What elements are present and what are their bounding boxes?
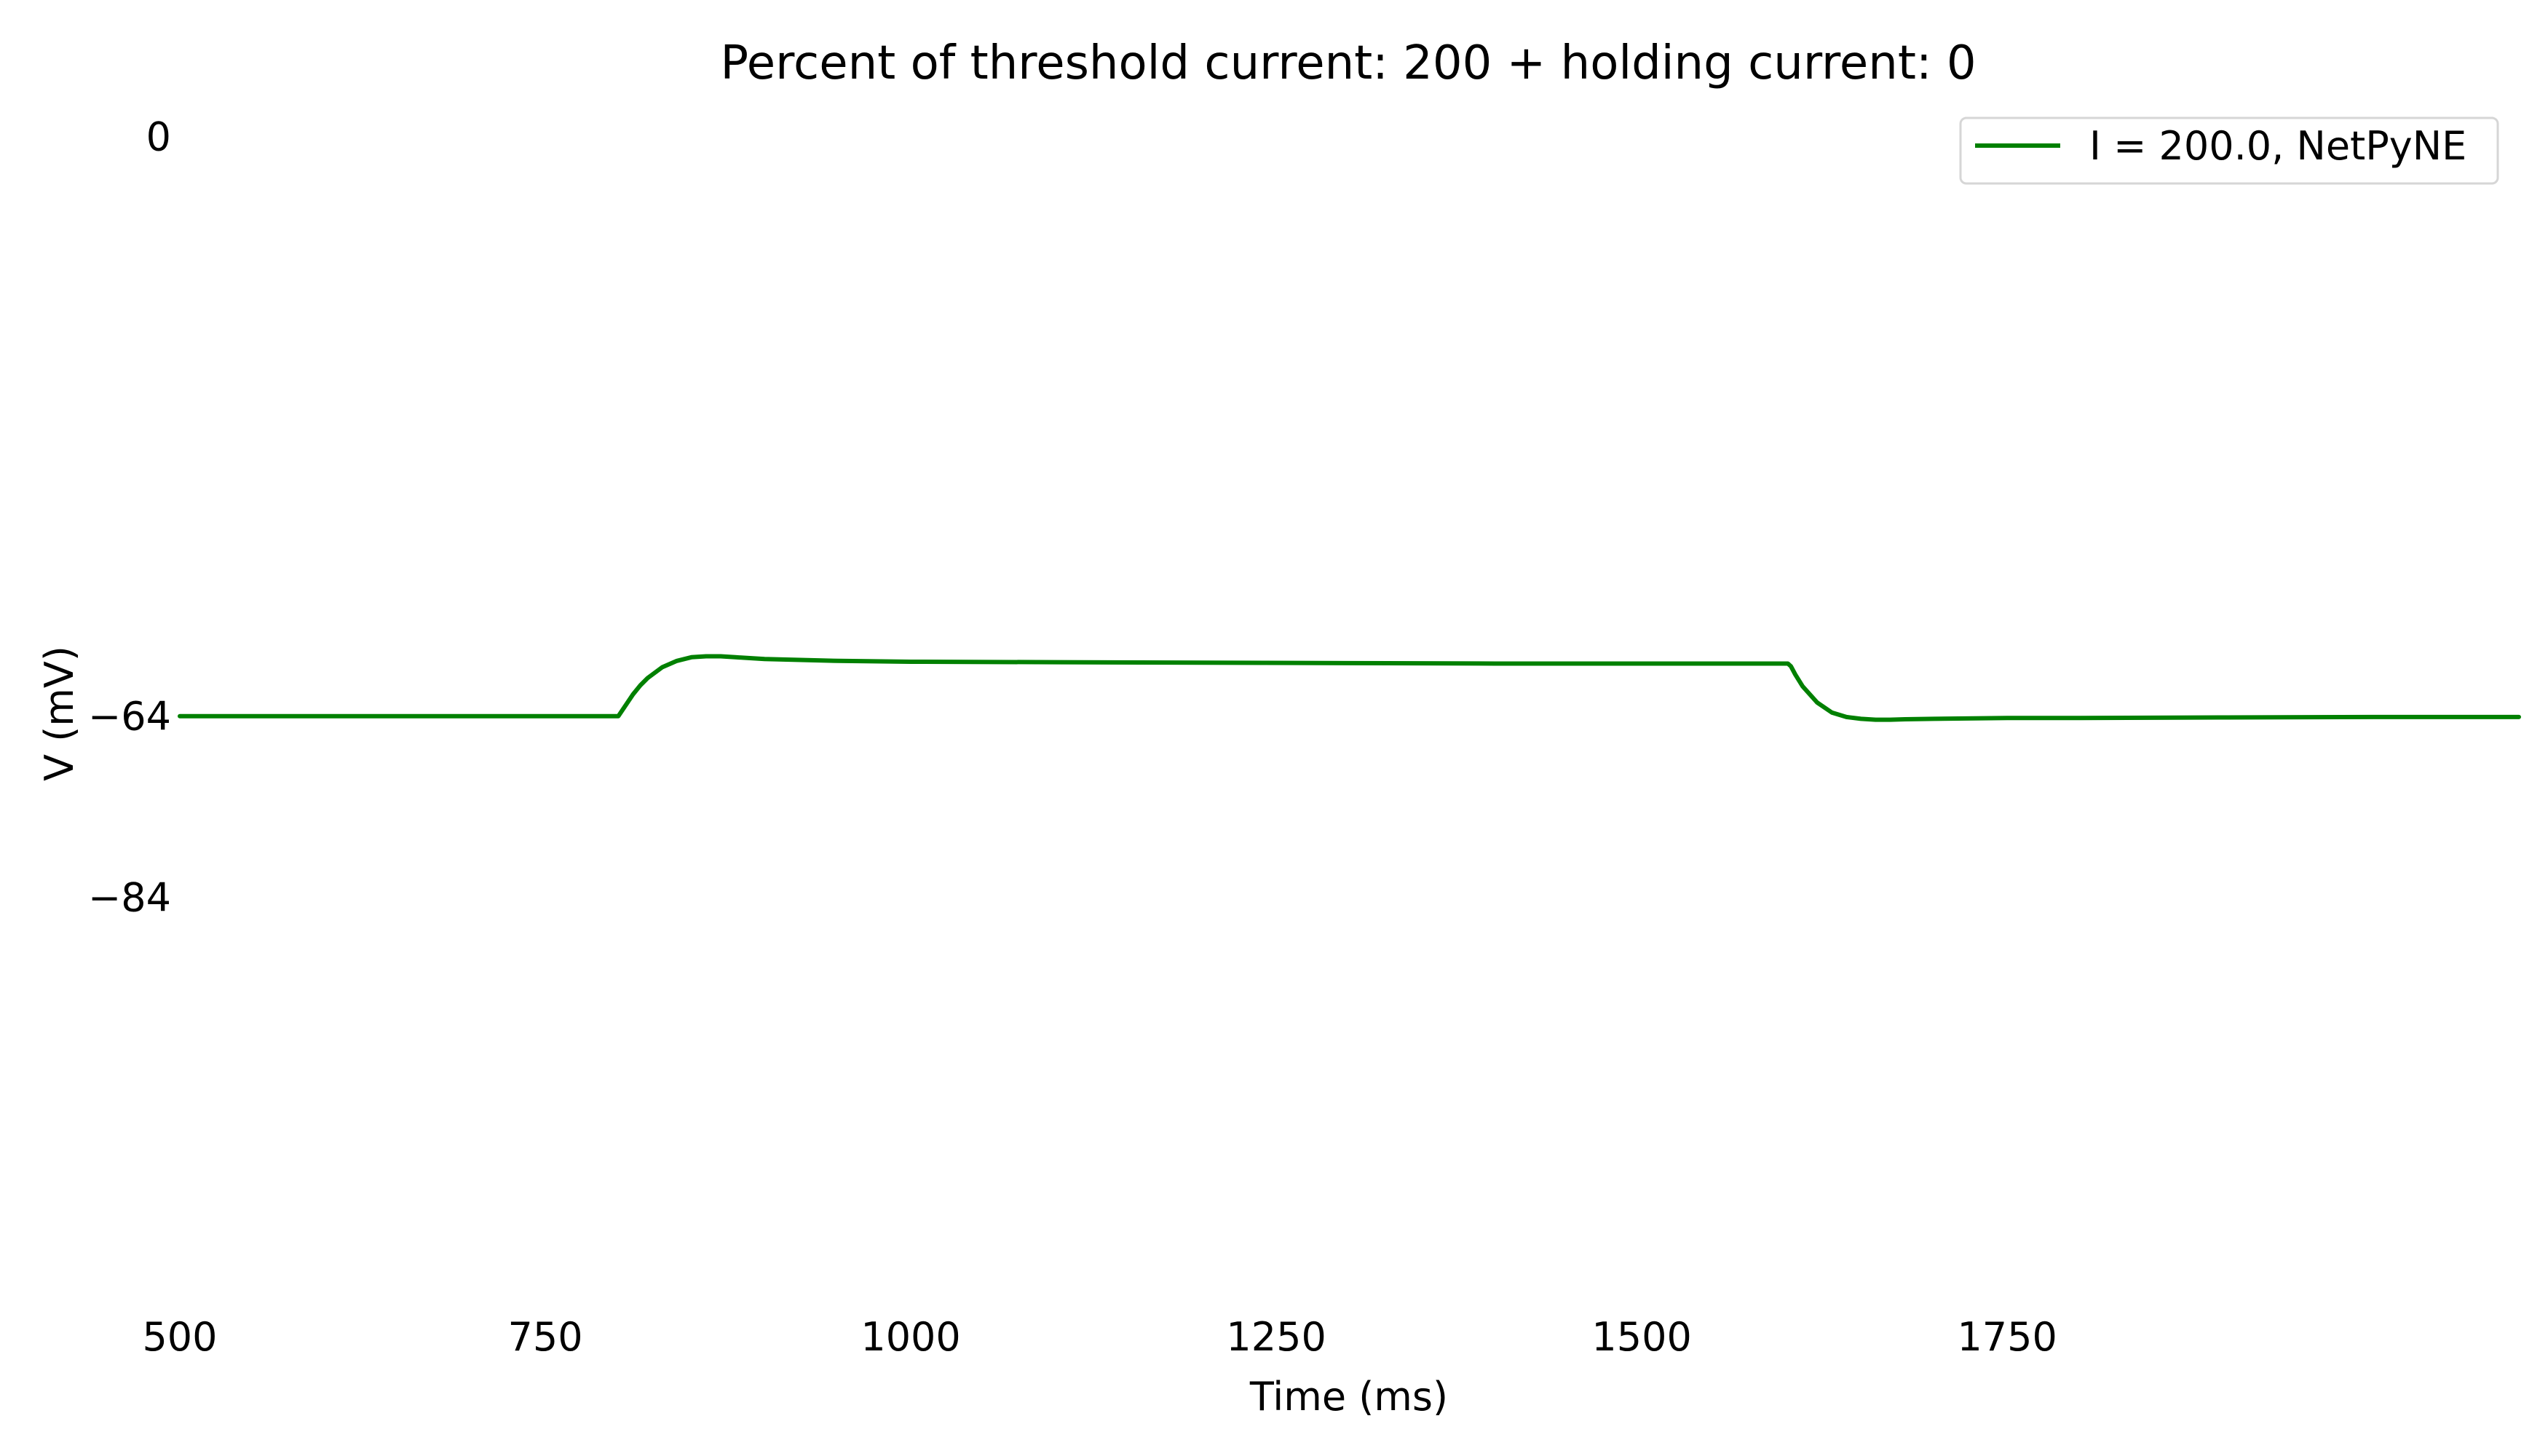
x-tick-label: 1250 bbox=[1226, 1314, 1326, 1360]
x-tick-label: 1000 bbox=[860, 1314, 960, 1360]
chart-title: Percent of threshold current: 200 + hold… bbox=[720, 36, 1976, 90]
x-tick-label: 750 bbox=[507, 1314, 582, 1360]
x-tick-label: 1500 bbox=[1591, 1314, 1691, 1360]
legend-box bbox=[1959, 116, 2499, 185]
y-tick-label: −64 bbox=[88, 694, 171, 740]
x-tick-label: 1750 bbox=[1957, 1314, 2057, 1360]
legend-label: I = 200.0, NetPyNE bbox=[2089, 123, 2466, 169]
series-line bbox=[178, 654, 2521, 722]
y-tick-label: 0 bbox=[146, 114, 171, 159]
y-tick-label: −84 bbox=[88, 875, 171, 921]
legend: I = 200.0, NetPyNE bbox=[1959, 116, 2499, 185]
y-axis-ticks: 0 −64 −84 bbox=[88, 114, 171, 920]
x-tick-label: 500 bbox=[142, 1314, 217, 1360]
plot-area bbox=[178, 654, 2521, 722]
x-axis-ticks: 500 750 1000 1250 1500 1750 bbox=[142, 1314, 2057, 1360]
x-axis-label: Time (ms) bbox=[1249, 1374, 1448, 1420]
y-axis-label: V (mV) bbox=[36, 646, 82, 781]
